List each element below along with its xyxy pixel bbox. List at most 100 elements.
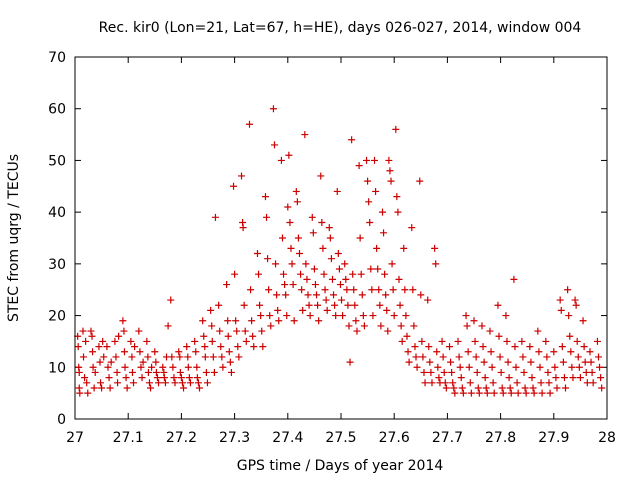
data-point	[326, 234, 334, 242]
data-point	[272, 260, 280, 268]
data-point	[488, 363, 496, 371]
data-point	[210, 368, 218, 376]
data-point	[96, 358, 104, 366]
data-point	[84, 389, 92, 397]
data-point	[518, 337, 526, 345]
data-point	[384, 327, 392, 335]
data-point	[344, 301, 352, 309]
data-point	[411, 343, 419, 351]
data-point	[234, 343, 242, 351]
y-tick-label: 0	[57, 412, 66, 428]
data-point	[79, 327, 87, 335]
data-point	[80, 353, 88, 361]
data-point	[495, 332, 503, 340]
data-point	[327, 255, 335, 263]
data-point	[317, 172, 325, 180]
data-point	[81, 374, 89, 382]
data-point	[186, 379, 194, 387]
data-point	[240, 301, 248, 309]
data-point	[490, 389, 498, 397]
data-point	[318, 218, 326, 226]
data-point	[82, 337, 90, 345]
data-point	[286, 218, 294, 226]
data-point	[241, 327, 249, 335]
data-point	[457, 374, 465, 382]
data-point	[450, 384, 458, 392]
data-point	[580, 343, 588, 351]
data-point	[227, 368, 235, 376]
x-tick-label: 27.5	[325, 430, 356, 446]
data-point	[380, 229, 388, 237]
data-point	[459, 389, 467, 397]
data-point	[248, 317, 256, 325]
data-point	[486, 327, 494, 335]
data-point	[497, 368, 505, 376]
data-point	[216, 327, 224, 335]
data-point	[395, 275, 403, 283]
data-point	[97, 379, 105, 387]
data-point	[357, 270, 365, 278]
data-point	[200, 332, 208, 340]
data-point	[339, 312, 347, 320]
data-point	[479, 343, 487, 351]
data-point	[574, 353, 582, 361]
data-point	[232, 317, 240, 325]
data-point	[131, 343, 139, 351]
data-point	[177, 374, 185, 382]
data-point	[345, 322, 353, 330]
data-point	[178, 379, 186, 387]
data-point	[389, 286, 397, 294]
data-point	[288, 260, 296, 268]
data-point	[355, 162, 363, 170]
data-point	[416, 177, 424, 185]
data-point	[161, 379, 169, 387]
data-point	[499, 389, 507, 397]
data-point	[283, 312, 291, 320]
data-point	[242, 337, 250, 345]
data-point	[597, 374, 605, 382]
data-point	[120, 348, 128, 356]
data-point	[239, 224, 247, 232]
data-point	[560, 374, 568, 382]
data-point	[341, 260, 349, 268]
axis-ticks: 27 27.1 27.2 27.3 27.4 27.5 27.6 27.7 27.8 27.9 28…	[48, 50, 616, 446]
data-point	[253, 250, 261, 258]
data-point	[106, 384, 114, 392]
data-point	[284, 203, 292, 211]
data-point	[545, 379, 553, 387]
data-point	[546, 389, 554, 397]
data-point	[409, 286, 417, 294]
x-tick-label: 28	[598, 430, 616, 446]
x-tick-label: 27	[66, 430, 84, 446]
data-point	[412, 353, 420, 361]
data-point	[373, 244, 381, 252]
data-point	[176, 353, 184, 361]
data-point	[538, 389, 546, 397]
data-point	[224, 332, 232, 340]
data-point	[277, 156, 285, 164]
data-point	[139, 358, 147, 366]
data-point	[372, 187, 380, 195]
data-point	[489, 379, 497, 387]
data-point	[255, 270, 263, 278]
data-point	[249, 332, 257, 340]
data-point	[310, 265, 318, 273]
data-point	[364, 177, 372, 185]
data-point	[564, 286, 572, 294]
data-point	[369, 312, 377, 320]
data-point	[319, 244, 327, 252]
data-point	[559, 358, 567, 366]
data-point	[388, 260, 396, 268]
data-point	[91, 368, 99, 376]
data-point	[498, 384, 506, 392]
data-point	[193, 363, 201, 371]
data-point	[521, 384, 529, 392]
data-point	[542, 337, 550, 345]
data-point	[301, 131, 309, 139]
data-point	[462, 312, 470, 320]
data-point	[385, 156, 393, 164]
data-point	[408, 224, 416, 232]
data-point	[383, 306, 391, 314]
data-point	[472, 353, 480, 361]
data-point	[184, 363, 192, 371]
